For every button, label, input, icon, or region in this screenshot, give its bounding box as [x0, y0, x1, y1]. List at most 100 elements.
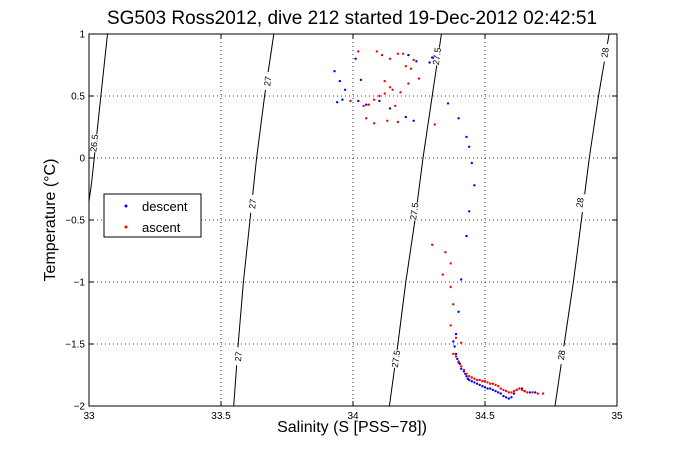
ascent-point	[391, 88, 394, 92]
ascent-point	[457, 360, 460, 363]
ascent-point	[394, 104, 397, 108]
ascent-point	[510, 391, 513, 394]
ascent-point	[475, 378, 479, 382]
contour-label: 28	[574, 197, 585, 208]
descent-point	[446, 102, 450, 105]
x-axis-label: Salinity (S [PSS−78])	[277, 419, 427, 436]
descent-point	[458, 362, 462, 365]
descent-point	[457, 117, 460, 120]
ascent-point	[515, 388, 518, 392]
x-tick-label: 34	[347, 411, 359, 422]
ascent-point	[531, 391, 534, 394]
ascent-point	[357, 50, 360, 53]
descent-point	[507, 397, 510, 400]
ascent-point	[378, 94, 381, 98]
legend-label-ascent: ascent	[142, 220, 181, 235]
ascent-point	[526, 391, 529, 394]
descent-point	[510, 396, 513, 399]
ascent-point	[494, 383, 497, 387]
x-tick-label: 35	[611, 411, 623, 422]
y-tick-label: 1	[79, 30, 85, 41]
descent-point	[481, 385, 484, 388]
descent-point	[465, 375, 468, 378]
descent-point	[502, 394, 505, 398]
ascent-point	[541, 392, 545, 395]
ascent-point	[478, 378, 481, 382]
descent-point	[504, 396, 508, 399]
descent-point	[473, 184, 476, 187]
descent-point	[454, 332, 458, 336]
ascent-point	[489, 382, 492, 385]
descent-point	[343, 88, 347, 92]
ascent-point	[372, 122, 376, 125]
axis-ticks: 33 33.5 34 34.5 35 −2 −1.5 −1 −0.5 0 0.5 1	[65, 30, 623, 423]
chart-title: SG503 Ross2012, dive 212 started 19-Dec-…	[107, 8, 597, 29]
ascent-point	[470, 376, 473, 379]
ascent-point	[365, 117, 368, 120]
ascent-point	[497, 385, 500, 388]
ascent-point	[383, 79, 386, 83]
ascent-point	[536, 392, 539, 395]
contour-label: 27.5	[408, 202, 420, 221]
descent-point	[489, 387, 492, 390]
descent-point	[388, 107, 392, 110]
contour-label-bg	[262, 71, 274, 91]
contour-label: 27	[233, 351, 244, 362]
descent-point	[357, 99, 360, 103]
contour-label-bg	[599, 43, 611, 63]
ascent-point	[441, 273, 444, 276]
descent-point	[431, 56, 434, 59]
legend: descent ascent	[103, 193, 202, 238]
contour-label: 28	[556, 349, 567, 360]
ascent-point	[404, 65, 407, 68]
legend-label-descent: descent	[142, 199, 188, 214]
descent-point	[404, 115, 407, 119]
descent-point	[475, 382, 479, 385]
descent-point	[338, 79, 341, 83]
descent-point	[454, 352, 458, 356]
descent-point	[453, 345, 456, 348]
descent-point	[333, 70, 336, 73]
legend-box	[103, 193, 202, 238]
descent-point	[354, 57, 357, 60]
ascent-point	[486, 381, 489, 384]
ascent-point	[388, 86, 392, 89]
ascent-point	[518, 387, 521, 390]
y-tick-label: 0.5	[71, 92, 85, 103]
ascent-point	[454, 355, 458, 358]
contour-label: 28	[599, 47, 610, 58]
y-tick-label: −0.5	[65, 216, 85, 227]
x-tick-label: 33.5	[211, 411, 231, 422]
legend-marker-ascent	[124, 225, 128, 229]
contour-label: 27	[247, 198, 258, 209]
ascent-point	[375, 50, 378, 53]
ascent-point	[417, 77, 421, 80]
contour-label-bg	[408, 201, 420, 221]
y-tick-label: −1	[74, 278, 86, 289]
contour-label: 27	[262, 76, 273, 87]
ascent-point	[454, 336, 458, 339]
ascent-point	[380, 53, 384, 57]
ascent-point	[383, 92, 386, 95]
descent-point	[359, 78, 363, 82]
ascent-point	[444, 251, 447, 254]
descent-point	[486, 387, 489, 390]
descent-point	[499, 392, 502, 395]
ascent-point	[468, 375, 471, 378]
descent-point	[478, 383, 481, 387]
descent-point	[452, 340, 455, 343]
ascent-point	[483, 380, 487, 383]
ascent-point	[449, 285, 452, 289]
descent-point	[528, 391, 532, 394]
ascent-point	[507, 391, 510, 394]
density-contour-26.5	[89, 34, 108, 206]
ascent-point	[520, 388, 524, 392]
descent-point	[412, 119, 415, 123]
ascent-point	[386, 119, 389, 123]
contour-label-bg	[247, 194, 259, 214]
ascent-point	[396, 120, 400, 124]
y-tick-label: 0	[79, 154, 85, 165]
ascent-point	[504, 389, 508, 393]
contour-label-bg	[232, 346, 244, 366]
